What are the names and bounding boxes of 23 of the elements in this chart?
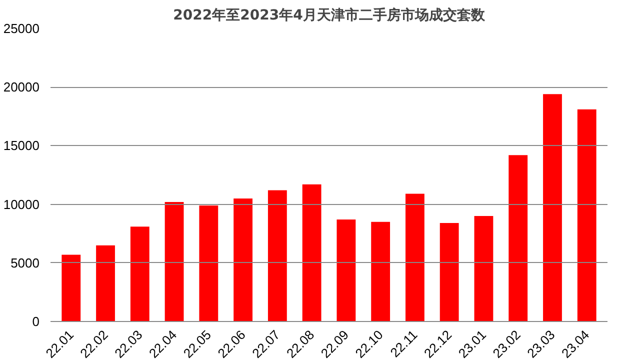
bar: [577, 109, 596, 322]
bar: [199, 205, 218, 322]
bar: [268, 190, 287, 322]
y-tick-label: 5000: [10, 255, 40, 270]
y-tick-label: 0: [32, 314, 40, 329]
bar: [336, 220, 356, 322]
bar: [62, 254, 81, 322]
bar: [302, 184, 322, 322]
bar: [371, 222, 390, 322]
y-tick-label: 25000: [3, 21, 40, 36]
bar: [96, 245, 115, 322]
bar: [543, 94, 562, 322]
bar: [406, 194, 424, 322]
y-tick-label: 20000: [3, 80, 40, 95]
chart-title: 2022年至2023年4月天津市二手房市场成交套数: [173, 6, 486, 24]
y-tick-label: 15000: [3, 138, 40, 154]
bar: [508, 155, 528, 322]
bar: [440, 223, 459, 322]
bar: [234, 198, 252, 322]
bar: [164, 202, 184, 322]
bar: [130, 226, 150, 322]
y-tick-label: 10000: [3, 196, 40, 212]
bar: [474, 216, 494, 322]
